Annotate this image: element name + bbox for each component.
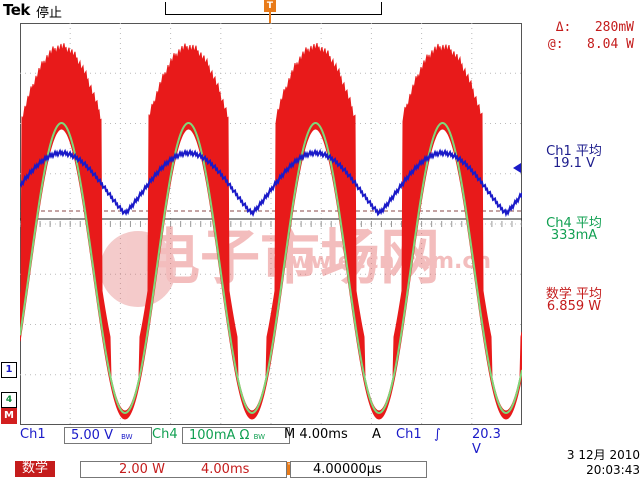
date-time: 3 12月 2010 20:03:43 [540,446,640,477]
trigger-level[interactable]: 20.3 V [472,427,501,457]
delta-label: Δ: [555,20,572,35]
measurement-value: 6.859 W [546,299,602,314]
ch1-ground-marker[interactable]: 1 [1,362,17,378]
trigger-slope-icon: ∫ [434,427,441,442]
measurement-value: 19.1 V [553,156,595,171]
brand-logo: Tek [3,1,30,19]
time: 20:03:43 [586,463,640,477]
measurement-value: 333mA [550,228,598,243]
trigger-mode: A [372,427,381,442]
timebase[interactable]: M 4.00ms [284,427,348,442]
math-waveform [20,42,522,420]
ch4-label[interactable]: Ch4 [152,427,178,442]
channel-settings-row: Ch1 5.00 V BW Ch4 100mA Ω BW M 4.00ms A … [20,427,501,457]
watermark-url: www.eccn.com.cn [270,249,491,274]
watermark-logo-text: 电子市场网 [140,223,440,293]
ch4-scale-box[interactable]: 100mA Ω BW [182,427,290,444]
measurement-title: Ch4 平均 [546,216,602,231]
math-settings-row: 数学 2.00 W 4.00ms T▸ 4.00000µs 3 12月 2010… [0,446,640,478]
record-position-bracket [165,2,382,15]
ch4-scale: 100mA Ω [189,428,250,443]
ch1-bw-icon: BW [121,433,133,441]
delay-value: 4.00000µs [313,462,382,477]
acquisition-status: 停止 [36,6,63,21]
measurement-ch4-mean[interactable]: Ch4 平均 333mA [524,212,624,244]
at-label: @: [547,37,564,52]
math-ground-marker[interactable]: M [1,408,17,424]
ch1-waveform [20,148,522,218]
trigger-position-icon[interactable]: T [264,0,276,12]
ch4-ground-marker[interactable]: 4 [1,392,17,408]
math-label[interactable]: 数学 [15,461,55,477]
ch4-bw-icon: BW [253,433,266,441]
measurement-title: 数学 平均 [545,287,603,302]
date: 3 12月 2010 [566,448,640,462]
ch1-scale: 5.00 V [71,428,113,443]
delay-box[interactable]: 4.00000µs [290,461,427,478]
waveform-display[interactable]: 电子市场网 www.eccn.com.cn [20,23,522,425]
delta-value: 280mW [594,20,634,35]
math-scale-box[interactable]: 2.00 W 4.00ms [80,461,287,478]
measurement-title: Ch1 平均 [546,144,602,159]
measurement-ch1-mean[interactable]: Ch1 平均 19.1 V [524,140,624,172]
ch1-trigger-level-icon[interactable] [513,163,521,173]
math-scale: 2.00 W [119,462,165,477]
math-time: 4.00ms [201,462,250,477]
ch1-label[interactable]: Ch1 [20,427,46,442]
trigger-source[interactable]: Ch1 [396,427,422,442]
top-status-bar: Tek 停止 T T [0,0,640,40]
cursor-readout: Δ: 280mW @: 8.04 W [514,20,634,54]
trigger-line [269,12,271,26]
watermark: 电子市场网 www.eccn.com.cn [100,223,491,307]
measurement-math-mean[interactable]: 数学 平均 6.859 W [524,283,624,315]
ch1-scale-box[interactable]: 5.00 V BW [64,427,152,444]
at-value: 8.04 W [587,37,634,52]
ch4-waveform [20,122,522,415]
